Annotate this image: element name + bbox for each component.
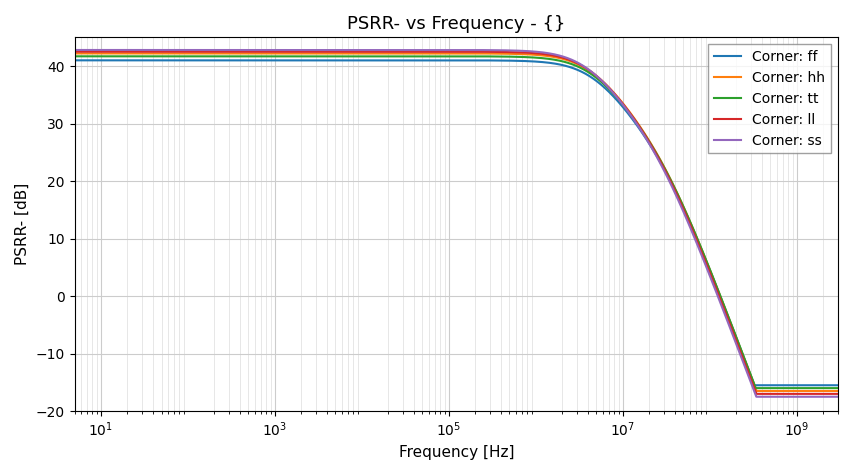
Y-axis label: PSRR- [dB]: PSRR- [dB] xyxy=(15,183,30,266)
Corner: ff: (3e+09, -15.5): ff: (3e+09, -15.5) xyxy=(832,382,842,388)
Line: Corner: ll: Corner: ll xyxy=(74,52,837,394)
Corner: ff: (5, 41): ff: (5, 41) xyxy=(69,57,79,63)
Corner: hh: (50.1, 42.2): hh: (50.1, 42.2) xyxy=(156,50,166,56)
X-axis label: Frequency [Hz]: Frequency [Hz] xyxy=(398,445,514,460)
Corner: hh: (166, 42.2): hh: (166, 42.2) xyxy=(202,50,212,56)
Corner: tt: (2.03e+09, -16): tt: (2.03e+09, -16) xyxy=(817,385,827,391)
Corner: ff: (2.29e+08, -9.28): ff: (2.29e+08, -9.28) xyxy=(734,347,745,352)
Corner: ll: (166, 42.5): ll: (166, 42.5) xyxy=(202,49,212,55)
Corner: tt: (2.79e+04, 41.7): tt: (2.79e+04, 41.7) xyxy=(394,54,405,59)
Corner: hh: (1.16e+04, 42.2): hh: (1.16e+04, 42.2) xyxy=(362,50,372,56)
Corner: ll: (2.79e+04, 42.5): ll: (2.79e+04, 42.5) xyxy=(394,49,405,55)
Corner: ff: (1.16e+04, 41): ff: (1.16e+04, 41) xyxy=(362,57,372,63)
Corner: ss: (3.47e+08, -17.5): ss: (3.47e+08, -17.5) xyxy=(751,394,761,399)
Line: Corner: tt: Corner: tt xyxy=(74,57,837,388)
Corner: tt: (3e+09, -16): tt: (3e+09, -16) xyxy=(832,385,842,391)
Corner: ss: (3e+09, -17.5): ss: (3e+09, -17.5) xyxy=(832,394,842,399)
Corner: tt: (50.1, 41.7): tt: (50.1, 41.7) xyxy=(156,54,166,59)
Title: PSRR- vs Frequency - {}: PSRR- vs Frequency - {} xyxy=(347,15,565,33)
Corner: ss: (5, 42.8): ss: (5, 42.8) xyxy=(69,47,79,53)
Line: Corner: hh: Corner: hh xyxy=(74,53,837,391)
Corner: ss: (166, 42.8): ss: (166, 42.8) xyxy=(202,47,212,53)
Corner: tt: (1.16e+04, 41.7): tt: (1.16e+04, 41.7) xyxy=(362,54,372,59)
Corner: ll: (5, 42.5): ll: (5, 42.5) xyxy=(69,49,79,55)
Corner: ff: (50.1, 41): ff: (50.1, 41) xyxy=(156,57,166,63)
Legend: Corner: ff, Corner: hh, Corner: tt, Corner: ll, Corner: ss: Corner: ff, Corner: hh, Corner: tt, Corn… xyxy=(707,44,830,153)
Corner: tt: (5, 41.7): tt: (5, 41.7) xyxy=(69,54,79,59)
Corner: ff: (2.03e+09, -15.5): ff: (2.03e+09, -15.5) xyxy=(817,382,827,388)
Corner: hh: (3.49e+08, -16.5): hh: (3.49e+08, -16.5) xyxy=(751,388,761,394)
Corner: hh: (5, 42.2): hh: (5, 42.2) xyxy=(69,50,79,56)
Line: Corner: ss: Corner: ss xyxy=(74,50,837,397)
Corner: ss: (2.03e+09, -17.5): ss: (2.03e+09, -17.5) xyxy=(817,394,827,399)
Corner: ss: (1.16e+04, 42.8): ss: (1.16e+04, 42.8) xyxy=(362,47,372,53)
Corner: tt: (3.4e+08, -16): tt: (3.4e+08, -16) xyxy=(750,385,760,391)
Corner: ll: (3.47e+08, -17): ll: (3.47e+08, -17) xyxy=(751,391,761,397)
Corner: ll: (2.03e+09, -17): ll: (2.03e+09, -17) xyxy=(817,391,827,397)
Corner: ss: (2.79e+04, 42.8): ss: (2.79e+04, 42.8) xyxy=(394,47,405,53)
Corner: ll: (1.16e+04, 42.5): ll: (1.16e+04, 42.5) xyxy=(362,49,372,55)
Corner: ff: (166, 41): ff: (166, 41) xyxy=(202,57,212,63)
Corner: ll: (2.29e+08, -9.8): ll: (2.29e+08, -9.8) xyxy=(734,350,745,355)
Corner: tt: (2.29e+08, -9.16): tt: (2.29e+08, -9.16) xyxy=(734,346,745,352)
Corner: ll: (50.1, 42.5): ll: (50.1, 42.5) xyxy=(156,49,166,55)
Corner: ff: (3.29e+08, -15.5): ff: (3.29e+08, -15.5) xyxy=(749,382,759,388)
Corner: tt: (166, 41.7): tt: (166, 41.7) xyxy=(202,54,212,59)
Corner: hh: (2.03e+09, -16.5): hh: (2.03e+09, -16.5) xyxy=(817,388,827,394)
Corner: ll: (3e+09, -17): ll: (3e+09, -17) xyxy=(832,391,842,397)
Corner: hh: (2.29e+08, -9.26): hh: (2.29e+08, -9.26) xyxy=(734,347,745,352)
Corner: hh: (2.79e+04, 42.2): hh: (2.79e+04, 42.2) xyxy=(394,50,405,56)
Corner: ss: (50.1, 42.8): ss: (50.1, 42.8) xyxy=(156,47,166,53)
Corner: ss: (2.29e+08, -10.4): ss: (2.29e+08, -10.4) xyxy=(734,353,745,359)
Line: Corner: ff: Corner: ff xyxy=(74,60,837,385)
Corner: ff: (2.79e+04, 41): ff: (2.79e+04, 41) xyxy=(394,57,405,63)
Corner: hh: (3e+09, -16.5): hh: (3e+09, -16.5) xyxy=(832,388,842,394)
